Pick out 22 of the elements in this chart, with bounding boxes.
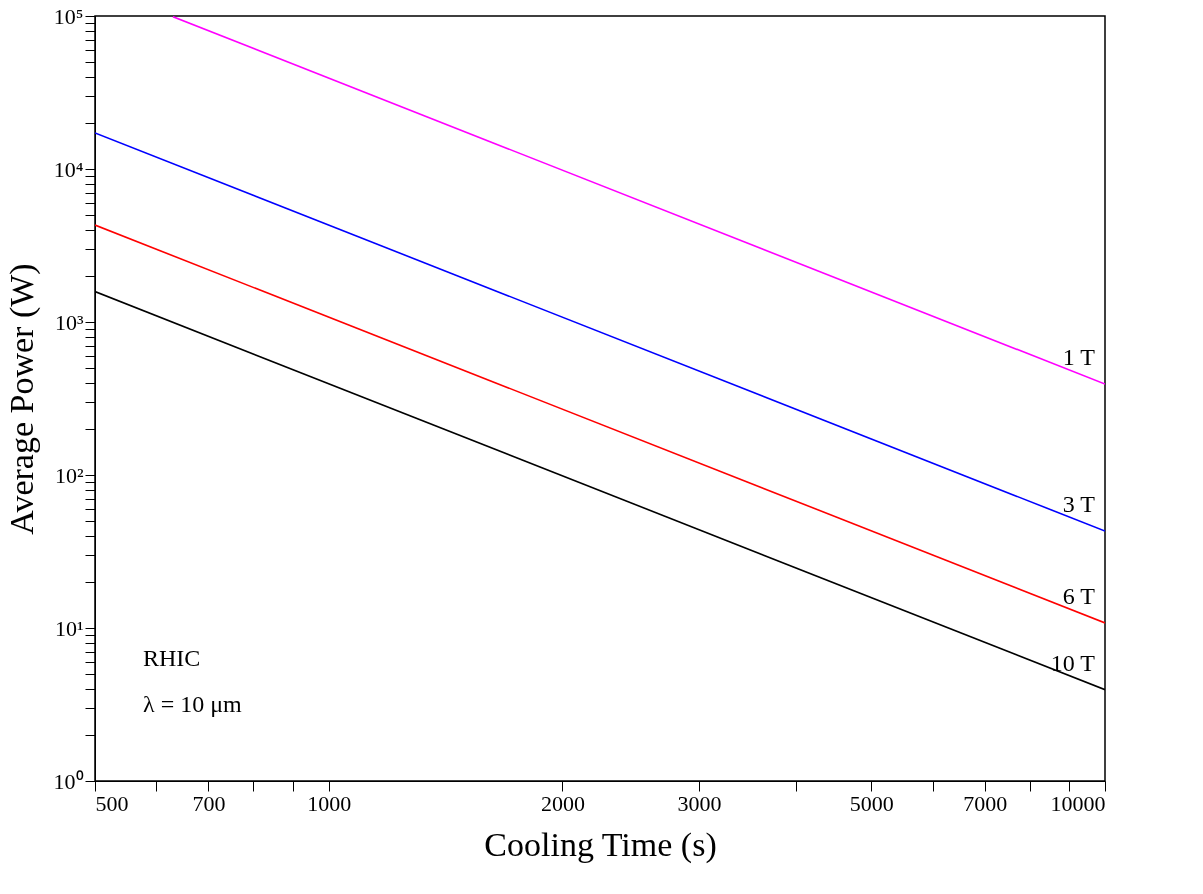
series-label: 3 T [1062, 491, 1096, 518]
y-tick-label: 10⁵ [53, 3, 84, 29]
y-tick-label: 10¹ [54, 615, 84, 641]
x-axis-title: Cooling Time (s) [484, 825, 717, 864]
x-tick-label: 500 [95, 790, 129, 816]
y-axis-title: Average Power (W) [2, 263, 41, 535]
x-tick-label: 5000 [849, 790, 894, 816]
y-tick-label: 10⁴ [53, 156, 84, 182]
x-tick-label: 1000 [307, 790, 352, 816]
x-tick-label: 3000 [677, 790, 722, 816]
y-tick-label: 10³ [54, 309, 84, 335]
x-tick-label: 2000 [540, 790, 585, 816]
series-label: 6 T [1062, 582, 1096, 609]
y-tick-label: 10⁰ [53, 768, 84, 794]
series-label: 10 T [1050, 649, 1096, 676]
annotation: λ = 10 μm [143, 691, 243, 717]
x-tick-label: 700 [192, 790, 226, 816]
y-tick-label: 10² [54, 462, 84, 488]
series-label: 1 T [1062, 344, 1096, 371]
x-tick-label: 7000 [963, 790, 1008, 816]
x-tick-label: 10000 [1050, 790, 1106, 816]
annotation: RHIC [143, 645, 201, 671]
